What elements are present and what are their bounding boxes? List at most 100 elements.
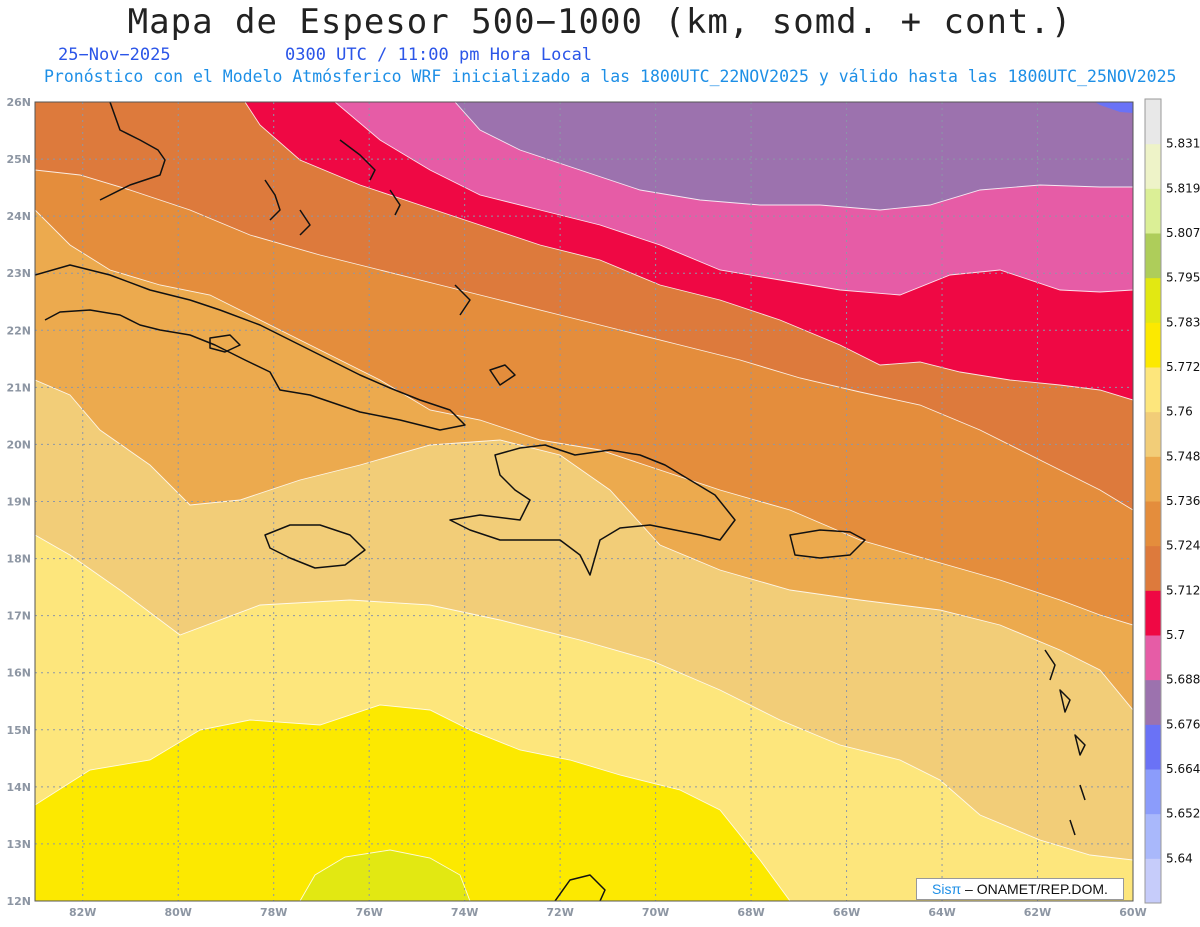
colorbar-label: 5.676 [1166,717,1200,731]
latitude-label: 25N [6,153,31,166]
colorbar-label: 5.772 [1166,360,1200,374]
colorbar-swatch [1145,679,1161,725]
colorbar [1144,98,1162,904]
colorbar-label: 5.688 [1166,673,1200,687]
colorbar-label: 5.819 [1166,181,1200,195]
contour-line [334,102,1133,296]
longitude-labels: 82W 80W 78W 76W 74W 72W 70W 68W 66W 64W 62W 60W [69,906,1147,919]
contour-line [35,102,1133,626]
latitude-label: 26N [6,96,31,109]
latitude-label: 14N [6,781,31,794]
longitude-label: 74W [451,906,478,919]
longitude-label: 70W [642,906,669,919]
bahamas-2 [299,209,311,236]
bahamas-1 [264,179,281,221]
colorbar-labels: 5.64 5.652 5.664 5.676 5.688 5.7 5.712 5.724 5.7… [1166,137,1200,866]
colorbar-swatch [1145,590,1161,636]
colorbar-swatch [1145,813,1161,859]
band-lime [300,850,470,901]
band-purple [455,102,1133,210]
colorbar-label: 5.7 [1166,628,1185,642]
colorbar-swatch [1145,322,1161,368]
lat-lon-grid [35,102,1133,901]
longitude-label: 78W [260,906,287,919]
credit-text: – ONAMET/REP.DOM. [965,881,1108,897]
colorbar-swatch [1145,769,1161,815]
colorbar-label: 5.64 [1166,851,1193,865]
colorbar-swatch [1145,858,1161,904]
longitude-label: 60W [1119,906,1146,919]
colorbar-frame [1144,98,1162,904]
colorbar-swatch [1145,188,1161,234]
lesser-antilles-5 [1069,819,1076,836]
colorbar-label: 5.76 [1166,405,1193,419]
band-blue [1095,102,1133,113]
map-frame [34,101,1134,902]
longitude-label: 66W [833,906,860,919]
lesser-antilles-2 [1059,689,1071,713]
latitude-label: 22N [6,324,31,337]
contour-line [35,102,1133,711]
colorbar-swatch [1145,143,1161,189]
contour-line [35,102,1133,861]
colorbar-swatch [1145,277,1161,323]
jamaica-coast [264,524,366,569]
colorbar-swatch [1145,367,1161,413]
longitude-label: 72W [546,906,573,919]
bahamas-4 [389,189,401,216]
thickness-bands [35,102,1133,901]
latitude-label: 21N [6,381,31,394]
latitude-label: 16N [6,667,31,680]
colorbar-label: 5.807 [1166,226,1200,240]
forecast-date: 25−Nov−2025 [58,45,171,65]
colorbar-label: 5.748 [1166,449,1200,463]
latitude-label: 20N [6,438,31,451]
map-title: Mapa de Espesor 500−1000 (km, somd. + co… [127,2,1073,42]
bahamas-5 [454,284,471,316]
longitude-label: 62W [1024,906,1051,919]
model-description: Pronóstico con el Modelo Atmósferico WRF… [44,67,1177,86]
colorbar-swatch [1145,99,1161,145]
colorbar-label: 5.724 [1166,539,1200,553]
colorbar-label: 5.664 [1166,762,1200,776]
contour-lines [35,102,1133,901]
longitude-label: 68W [737,906,764,919]
colorbar-swatch [1145,724,1161,770]
colorbar-swatch [1145,411,1161,457]
longitude-label: 80W [164,906,191,919]
contour-line [244,102,1133,401]
longitude-label: 76W [355,906,382,919]
contour-line [35,102,1133,511]
cuba-coast [35,264,466,431]
latitude-label: 15N [6,724,31,737]
isla-juventud [209,334,241,353]
contour-line [35,102,1133,901]
colorbar-swatch [1145,456,1161,502]
latitude-labels: 12N 13N 14N 15N 16N 17N 18N 19N 20N 21N 22N 23N 24N 2… [6,96,31,908]
colorbar-swatch [1145,501,1161,547]
contour-line [299,849,471,901]
colorbar-swatch [1145,635,1161,681]
lesser-antilles-3 [1074,734,1086,756]
latitude-label: 24N [6,210,31,223]
latitude-label: 19N [6,496,31,509]
bahamas-6 [489,364,516,386]
lesser-antilles-1 [1044,649,1056,681]
florida-coast [99,102,166,201]
bahamas-3 [339,139,376,181]
latitude-label: 12N [6,895,31,908]
contour-line [454,102,1133,211]
hispaniola-coast [449,444,736,576]
forecast-time: 0300 UTC / 11:00 pm Hora Local [285,45,593,65]
colorbar-label: 5.783 [1166,315,1200,329]
colorbar-label: 5.652 [1166,807,1200,821]
latitude-label: 17N [6,610,31,623]
latitude-label: 18N [6,553,31,566]
colorbar-swatch [1145,545,1161,591]
colorbar-swatch [1145,233,1161,279]
colorbar-label: 5.831 [1166,137,1200,151]
latitude-label: 23N [6,267,31,280]
latitude-label: 13N [6,838,31,851]
sispi-logo-text: Sisπ [932,881,962,897]
coastlines [35,102,1086,901]
